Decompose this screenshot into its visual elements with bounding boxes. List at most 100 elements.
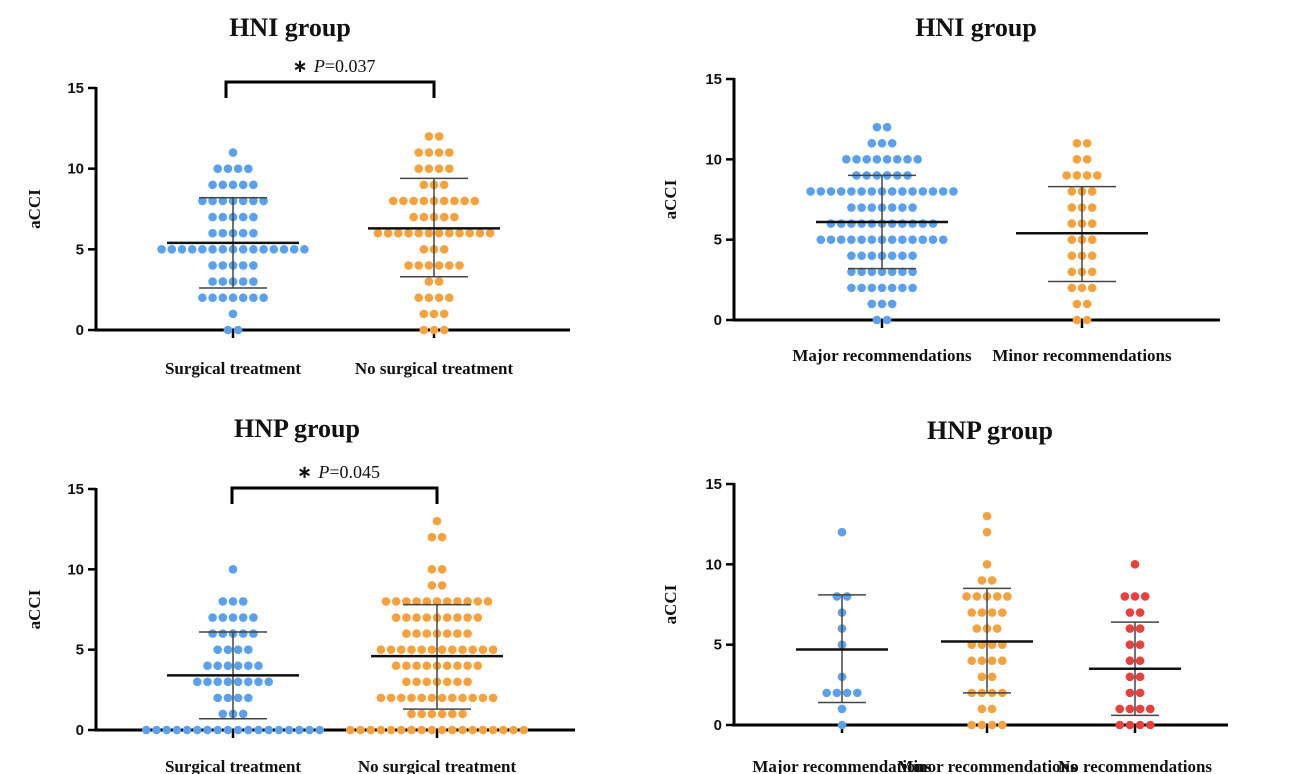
data-point <box>967 608 976 617</box>
data-point <box>478 645 488 654</box>
data-point <box>284 725 294 735</box>
data-point <box>409 196 418 206</box>
data-point <box>857 203 866 212</box>
data-point <box>233 325 243 335</box>
data-point <box>203 725 212 735</box>
data-point <box>468 725 478 735</box>
data-point <box>439 325 449 335</box>
data-point <box>453 597 462 606</box>
data-point <box>442 597 452 606</box>
y-tick-label: 15 <box>67 481 84 498</box>
data-point <box>228 148 238 157</box>
data-point <box>877 299 887 309</box>
data-point <box>473 661 483 671</box>
data-point <box>198 196 207 206</box>
data-point <box>898 203 907 212</box>
chart-title: HNI group <box>229 13 351 42</box>
data-point <box>887 187 897 196</box>
data-point <box>903 155 912 164</box>
data-point <box>998 608 1007 617</box>
data-point <box>414 293 424 303</box>
data-point <box>987 576 997 585</box>
data-point <box>397 693 406 703</box>
data-point <box>962 592 971 601</box>
data-point <box>407 693 416 703</box>
data-point <box>182 725 192 735</box>
data-point <box>453 677 462 687</box>
data-point <box>427 532 437 542</box>
y-tick-label: 15 <box>705 476 722 493</box>
data-point <box>1125 624 1135 633</box>
data-point <box>1146 704 1155 714</box>
data-point <box>414 261 424 270</box>
data-point <box>987 720 997 730</box>
data-point <box>1087 219 1097 228</box>
data-point <box>842 592 852 601</box>
data-point <box>867 203 877 212</box>
data-point <box>1072 315 1082 325</box>
data-point <box>422 613 432 622</box>
data-point <box>422 661 432 671</box>
data-point <box>427 709 437 719</box>
data-point <box>928 219 938 228</box>
data-point <box>847 203 856 212</box>
data-point <box>938 235 948 244</box>
y-tick-label: 5 <box>714 637 722 654</box>
data-point <box>450 196 459 206</box>
data-point <box>847 219 856 228</box>
chart-title: HNI group <box>915 13 1037 42</box>
data-point <box>279 245 289 254</box>
data-point <box>1072 155 1082 164</box>
data-point <box>305 725 314 735</box>
data-point <box>244 677 253 687</box>
data-point <box>867 235 877 244</box>
data-point <box>852 155 861 164</box>
y-tick-label: 10 <box>705 556 722 573</box>
data-point <box>238 277 248 286</box>
data-point <box>816 187 826 196</box>
data-point <box>218 277 228 286</box>
data-point <box>445 148 454 157</box>
data-point <box>826 235 836 244</box>
data-point <box>391 613 401 622</box>
data-point <box>967 656 976 666</box>
data-point <box>373 228 383 238</box>
data-point <box>434 261 444 270</box>
data-point <box>977 656 987 666</box>
data-point <box>867 267 877 277</box>
y-tick-label: 5 <box>714 232 722 249</box>
data-point <box>419 309 429 319</box>
data-point <box>887 203 897 212</box>
data-point <box>419 212 429 222</box>
x-category-label: Surgical treatment <box>165 359 301 378</box>
data-point <box>409 212 418 222</box>
data-point <box>213 661 222 671</box>
data-point <box>898 219 907 228</box>
data-point <box>847 283 856 293</box>
data-point <box>198 293 207 303</box>
data-point <box>826 219 836 228</box>
data-point <box>1077 283 1087 293</box>
data-point <box>439 196 449 206</box>
data-point <box>249 293 258 303</box>
data-point <box>193 677 202 687</box>
data-point <box>366 725 376 735</box>
data-point <box>1072 299 1082 309</box>
y-axis-label: aCCI <box>25 189 44 229</box>
data-point <box>442 613 452 622</box>
y-tick-label: 10 <box>67 561 84 578</box>
data-point <box>1135 624 1145 633</box>
data-point <box>445 293 454 303</box>
data-point <box>982 511 992 521</box>
data-point <box>463 677 472 687</box>
data-point <box>203 661 212 671</box>
data-point <box>412 677 421 687</box>
data-point <box>228 293 238 303</box>
data-point <box>867 299 877 309</box>
data-point <box>445 261 454 270</box>
data-point <box>867 219 877 228</box>
data-point <box>238 597 248 606</box>
data-point <box>437 709 447 719</box>
data-point <box>437 565 447 574</box>
data-point <box>967 720 976 730</box>
